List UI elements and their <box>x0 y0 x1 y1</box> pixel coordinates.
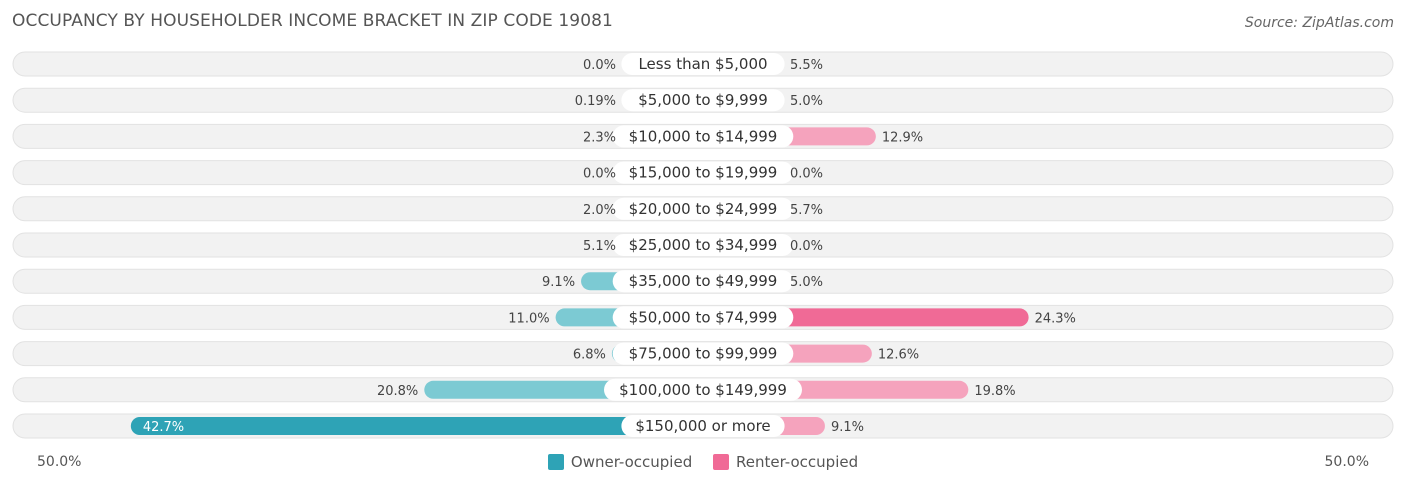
renter-value-label: 5.5% <box>790 58 823 73</box>
legend: Owner-occupied Renter-occupied <box>0 453 1406 474</box>
axis-left-label: 50.0% <box>37 454 82 470</box>
owner-bar <box>130 417 703 435</box>
legend-item-renter: Renter-occupied <box>713 453 858 471</box>
owner-value-label: 0.0% <box>583 167 616 182</box>
renter-value-label: 12.6% <box>878 348 919 363</box>
renter-value-label: 12.9% <box>882 130 923 145</box>
renter-value-label: 5.7% <box>790 203 823 218</box>
category-label: $15,000 to $19,999 <box>629 164 778 182</box>
chart-title: OCCUPANCY BY HOUSEHOLDER INCOME BRACKET … <box>12 11 613 31</box>
owner-value-label: 0.19% <box>575 94 616 109</box>
category-label-bg <box>621 415 785 437</box>
legend-item-owner: Owner-occupied <box>547 453 693 471</box>
renter-value-label: 5.0% <box>790 94 823 109</box>
legend-label-owner: Owner-occupied <box>570 453 693 471</box>
category-label: $100,000 to $149,999 <box>619 381 787 399</box>
category-label-bg <box>621 89 785 112</box>
category-label-bg <box>612 125 794 148</box>
legend-label-renter: Renter-occupied <box>736 453 859 471</box>
category-label: $50,000 to $74,999 <box>629 308 778 326</box>
category-label: $20,000 to $24,999 <box>629 200 778 218</box>
category-label-bg <box>612 306 794 329</box>
axis-right-label: 50.0% <box>1324 454 1369 470</box>
category-label: $10,000 to $14,999 <box>629 127 778 145</box>
renter-value-label: 0.0% <box>790 167 823 182</box>
category-label-bg <box>621 53 785 75</box>
category-label: $75,000 to $99,999 <box>629 345 778 363</box>
category-label-bg <box>612 161 794 184</box>
owner-value-label: 2.0% <box>583 203 616 218</box>
renter-swatch <box>713 454 729 470</box>
renter-value-label: 19.8% <box>974 384 1015 399</box>
category-label: $35,000 to $49,999 <box>629 272 778 290</box>
owner-value-label: 11.0% <box>508 311 549 326</box>
category-label-bg <box>612 197 794 220</box>
renter-value-label: 5.0% <box>790 275 823 290</box>
category-label: $5,000 to $9,999 <box>638 91 768 109</box>
renter-value-label: 9.1% <box>831 420 864 435</box>
owner-value-label: 0.0% <box>583 58 616 73</box>
renter-value-label: 0.0% <box>790 239 823 254</box>
owner-value-label: 42.7% <box>143 420 184 435</box>
category-label-bg <box>612 342 794 365</box>
owner-swatch <box>547 454 564 470</box>
source-note: Source: ZipAtlas.com <box>1244 15 1394 31</box>
owner-value-label: 5.1% <box>583 239 616 254</box>
owner-value-label: 2.3% <box>583 130 616 145</box>
category-label-bg <box>612 234 794 256</box>
category-label-bg <box>612 270 794 293</box>
category-label: Less than $5,000 <box>638 55 767 73</box>
category-label-bg <box>604 378 802 401</box>
renter-value-label: 24.3% <box>1035 311 1076 326</box>
owner-value-label: 20.8% <box>377 384 418 399</box>
category-label: $25,000 to $34,999 <box>629 236 778 254</box>
owner-value-label: 6.8% <box>573 348 606 363</box>
category-label: $150,000 or more <box>635 417 770 435</box>
owner-value-label: 9.1% <box>542 275 575 290</box>
